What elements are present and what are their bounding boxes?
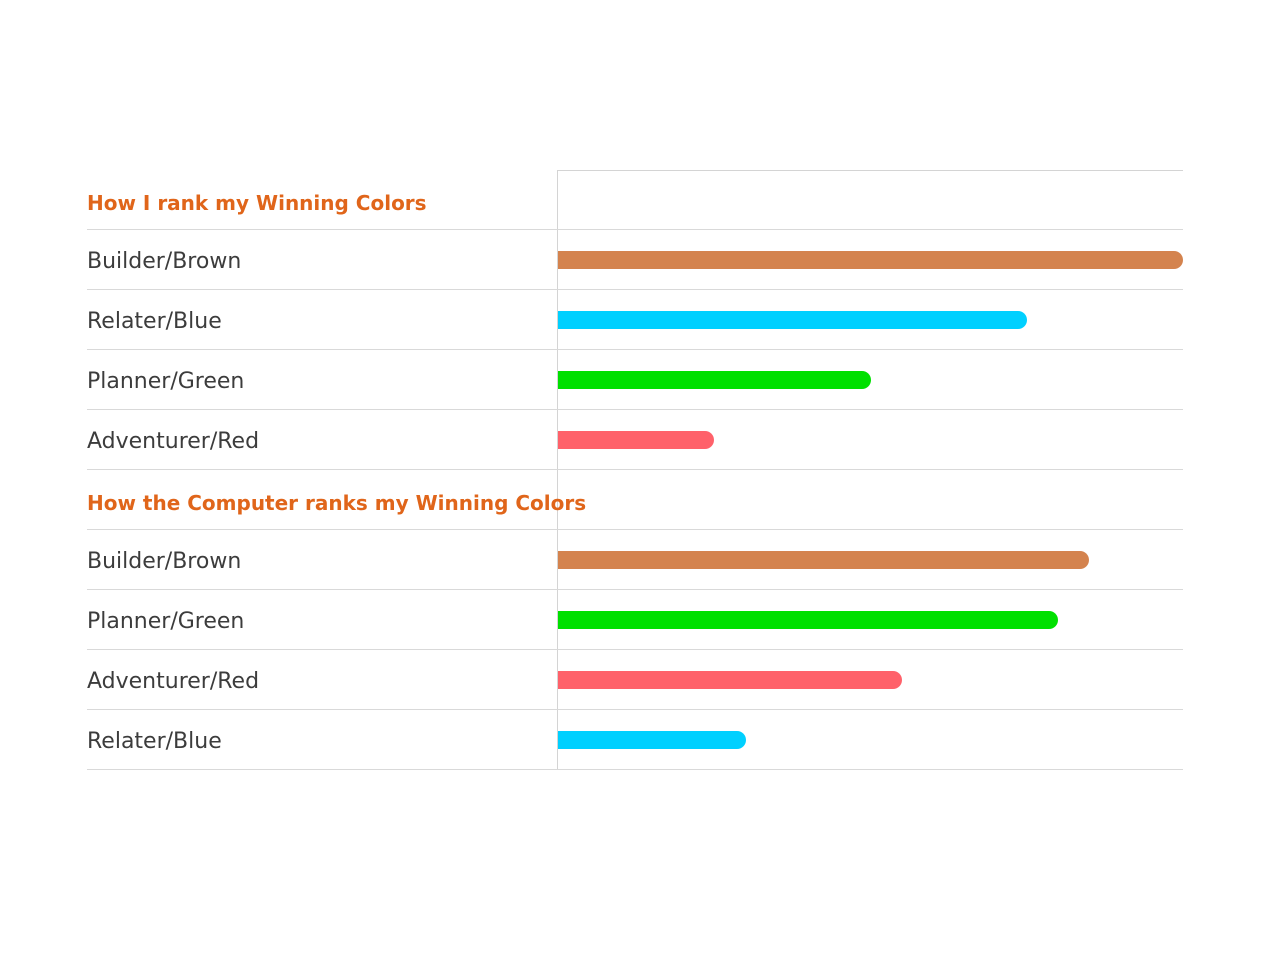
winning-colors-chart: How I rank my Winning Colors Builder/Brow… (87, 170, 1183, 771)
bar-row: Relater/Blue (87, 290, 1183, 350)
bar-label: Relater/Blue (87, 729, 222, 754)
bar (558, 551, 1089, 569)
bar (558, 731, 746, 749)
bar-label: Builder/Brown (87, 549, 242, 574)
bar-row: Adventurer/Red (87, 410, 1183, 470)
bar-row: Planner/Green (87, 590, 1183, 650)
bar (558, 371, 871, 389)
bar-label: Relater/Blue (87, 309, 222, 334)
section-title: How the Computer ranks my Winning Colors (87, 491, 587, 515)
section-header-row: How the Computer ranks my Winning Colors (87, 470, 1183, 530)
bar-label: Adventurer/Red (87, 669, 260, 694)
top-rule (558, 170, 1183, 171)
bar (558, 311, 1027, 329)
section-title: How I rank my Winning Colors (87, 191, 427, 215)
bar-row: Builder/Brown (87, 230, 1183, 290)
bar-row: Relater/Blue (87, 710, 1183, 770)
bar (558, 671, 902, 689)
bar (558, 251, 1183, 269)
bar (558, 611, 1058, 629)
bar-label: Planner/Green (87, 369, 245, 394)
bar (558, 431, 714, 449)
section-header-row: How I rank my Winning Colors (87, 170, 1183, 230)
bar-axis-line (557, 170, 558, 770)
bar-label: Adventurer/Red (87, 429, 260, 454)
bar-row: Planner/Green (87, 350, 1183, 410)
bar-label: Builder/Brown (87, 249, 242, 274)
bar-label: Planner/Green (87, 609, 245, 634)
bar-row: Builder/Brown (87, 530, 1183, 590)
bar-row: Adventurer/Red (87, 650, 1183, 710)
